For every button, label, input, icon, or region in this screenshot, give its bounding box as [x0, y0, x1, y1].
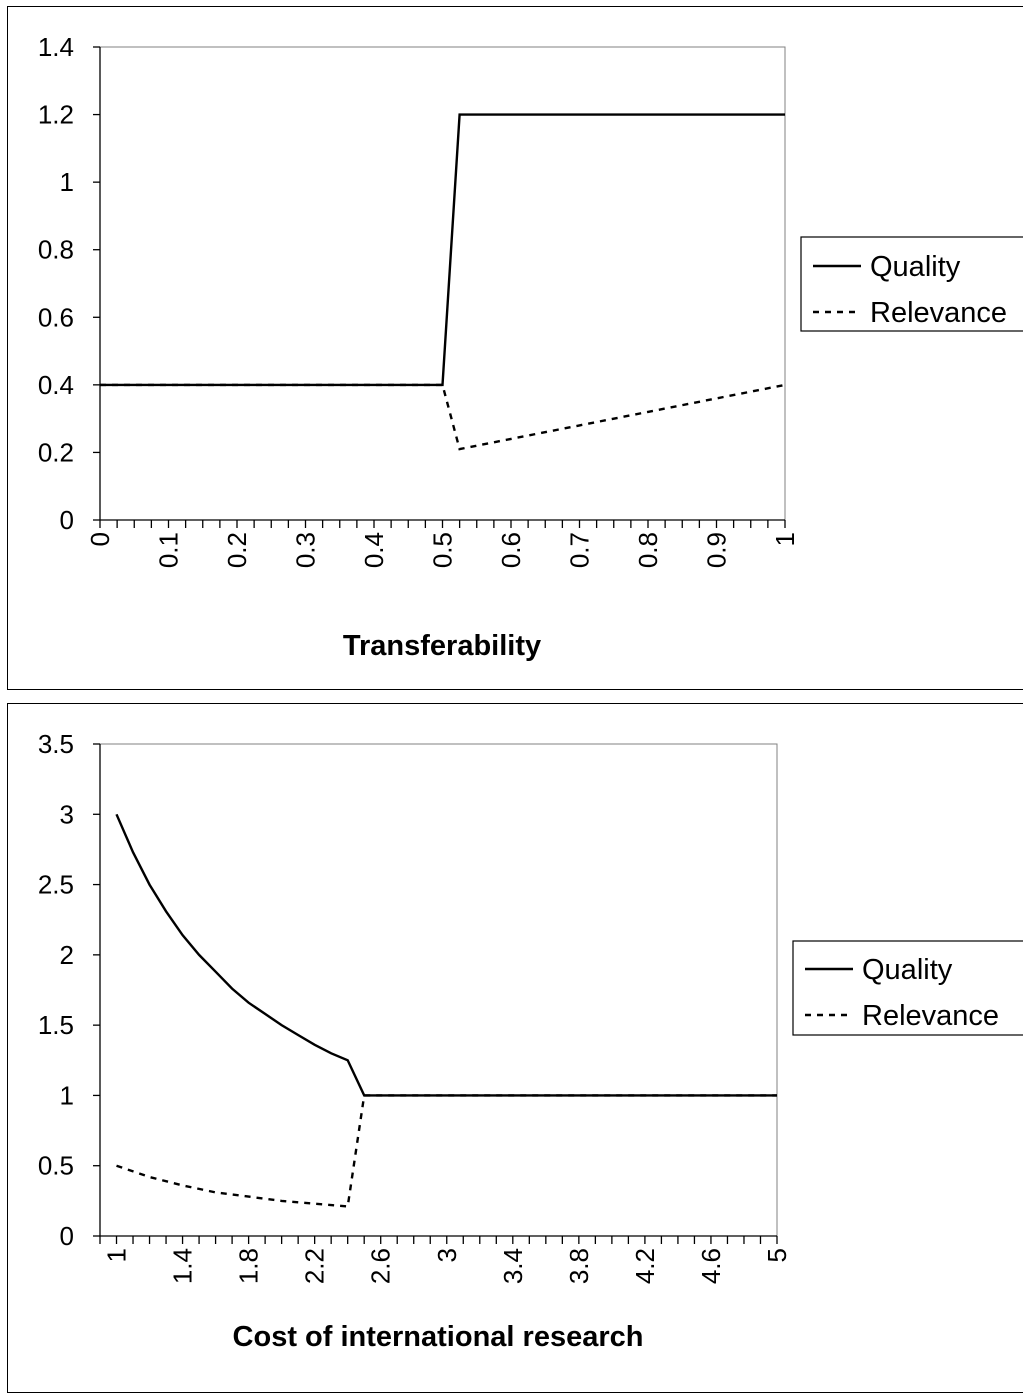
x-tick-label: 5	[762, 1248, 792, 1262]
x-tick-label: 0.9	[702, 532, 732, 568]
series-line-relevance	[100, 383, 786, 451]
y-tick-label: 0.2	[38, 437, 74, 467]
x-tick-label: 0.3	[291, 532, 321, 568]
x-tick-label: 0	[85, 532, 115, 546]
chart-1-svg: 0 0.2 0.4 0.6 0.8 1 1.2 1.4 0 0.1 0.2 0.3 0.4 0.5 0.6 0…	[38, 32, 1023, 662]
y-tick-label: 0.5	[38, 1151, 74, 1181]
y-tick-label: 1.4	[38, 32, 74, 62]
y-tick-label: 0	[60, 1221, 74, 1251]
legend-label-relevance: Relevance	[870, 297, 1007, 329]
x-tick-label: 4.2	[630, 1248, 660, 1284]
y-tick-label: 3.5	[38, 729, 74, 759]
y-tick-label: 2	[60, 940, 74, 970]
legend-label-quality: Quality	[862, 954, 953, 986]
y-tick-label: 0.6	[38, 302, 74, 332]
legend-label-quality: Quality	[870, 251, 961, 283]
x-axis-title: Transferability	[343, 630, 541, 662]
legend-box	[792, 940, 1023, 1036]
legend-label-relevance: Relevance	[862, 1000, 999, 1032]
x-tick-label: 0.1	[154, 532, 184, 568]
y-tick-label: 1	[60, 167, 74, 197]
x-tick-label: 0.4	[359, 532, 389, 568]
series-line-relevance	[116, 1094, 777, 1208]
y-tick-label: 0.8	[38, 235, 74, 265]
x-tick-label: 3.8	[564, 1248, 594, 1284]
x-tick-label: 0.5	[428, 532, 458, 568]
y-tick-label: 0	[60, 505, 74, 535]
x-tick-label: 3	[432, 1248, 462, 1262]
x-tick-label: 2.2	[300, 1248, 330, 1284]
y-tick-label: 0.4	[38, 370, 74, 400]
chart-transferability	[7, 6, 1023, 690]
x-tick-label: 2.6	[366, 1248, 396, 1284]
x-tick-label: 1.4	[168, 1248, 198, 1284]
x-tick-label: 1.8	[234, 1248, 264, 1284]
y-tick-label: 3	[60, 799, 74, 829]
x-tick-label: 1	[102, 1248, 132, 1262]
series-line-quality	[115, 813, 777, 1097]
x-tick-label: 1	[770, 532, 800, 546]
x-tick-label: 3.4	[498, 1248, 528, 1284]
x-tick-label: 0.6	[496, 532, 526, 568]
plot-area	[99, 743, 778, 1237]
y-tick-label: 1	[60, 1080, 74, 1110]
chart-cost-of-international-research	[7, 703, 1023, 1393]
legend-box	[800, 236, 1023, 332]
y-tick-label: 1.2	[38, 100, 74, 130]
x-tick-label: 0.2	[222, 532, 252, 568]
x-axis-title: Cost of international research	[233, 1321, 644, 1353]
y-tick-label: 2.5	[38, 870, 74, 900]
x-tick-label: 0.7	[565, 532, 595, 568]
x-tick-label: 0.8	[633, 532, 663, 568]
x-tick-label: 4.6	[696, 1248, 726, 1284]
y-tick-label: 1.5	[38, 1010, 74, 1040]
